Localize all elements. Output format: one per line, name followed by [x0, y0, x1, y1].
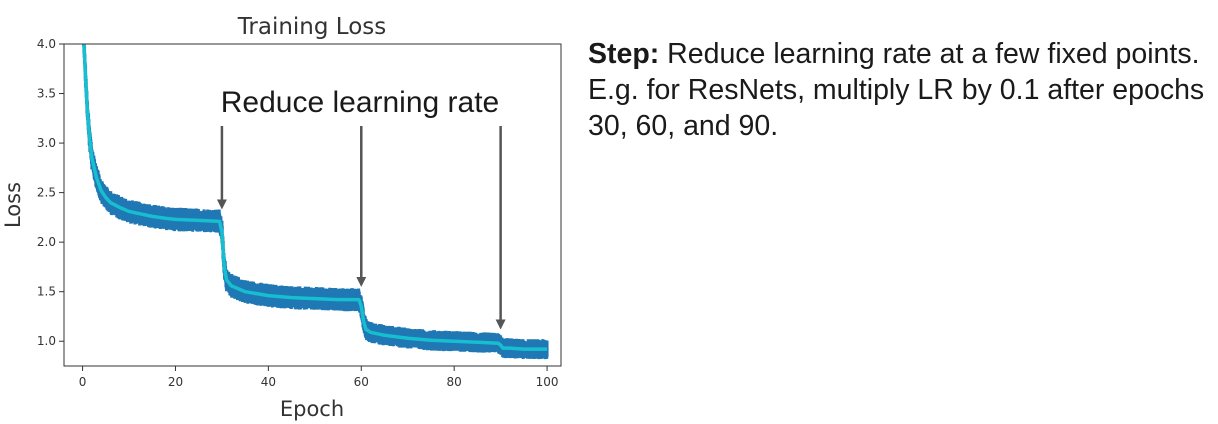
- y-tick-label: 1.0: [37, 334, 56, 348]
- x-tick-label: 100: [536, 375, 559, 389]
- step-body: Reduce learning rate at a few fixed poin…: [588, 38, 1205, 142]
- step-label: Step:: [588, 38, 660, 70]
- plot-area: [82, 44, 549, 360]
- x-axis-label: Epoch: [280, 397, 344, 421]
- x-axis-ticks: 0 20 40 60 80 100: [79, 366, 559, 389]
- y-tick-label: 3.5: [37, 87, 56, 101]
- training-loss-chart: Training Loss 0 20 40 60 80 100 1.0 1.5 2.0 2.5 3…: [1, 14, 562, 421]
- step-description: Step: Reduce learning rate at a few fixe…: [588, 36, 1208, 144]
- chart-title: Training Loss: [237, 14, 387, 40]
- x-tick-label: 60: [354, 375, 369, 389]
- y-axis-ticks: 1.0 1.5 2.0 2.5 3.0 3.5 4.0: [37, 37, 64, 348]
- y-tick-label: 2.0: [37, 235, 56, 249]
- y-tick-label: 4.0: [37, 37, 56, 51]
- y-tick-label: 3.0: [37, 136, 56, 150]
- y-tick-label: 1.5: [37, 285, 56, 299]
- x-tick-label: 0: [79, 375, 87, 389]
- reduce-lr-annotation: Reduce learning rate: [221, 86, 500, 119]
- y-axis-label: Loss: [1, 182, 25, 228]
- y-tick-label: 2.5: [37, 186, 56, 200]
- x-tick-label: 20: [168, 375, 183, 389]
- x-tick-label: 80: [447, 375, 462, 389]
- reduce-lr-arrows: [216, 126, 506, 330]
- loss-mean-line: [82, 44, 548, 351]
- loss-noise-band: [82, 44, 549, 360]
- x-tick-label: 40: [261, 375, 276, 389]
- plot-frame: [63, 43, 562, 367]
